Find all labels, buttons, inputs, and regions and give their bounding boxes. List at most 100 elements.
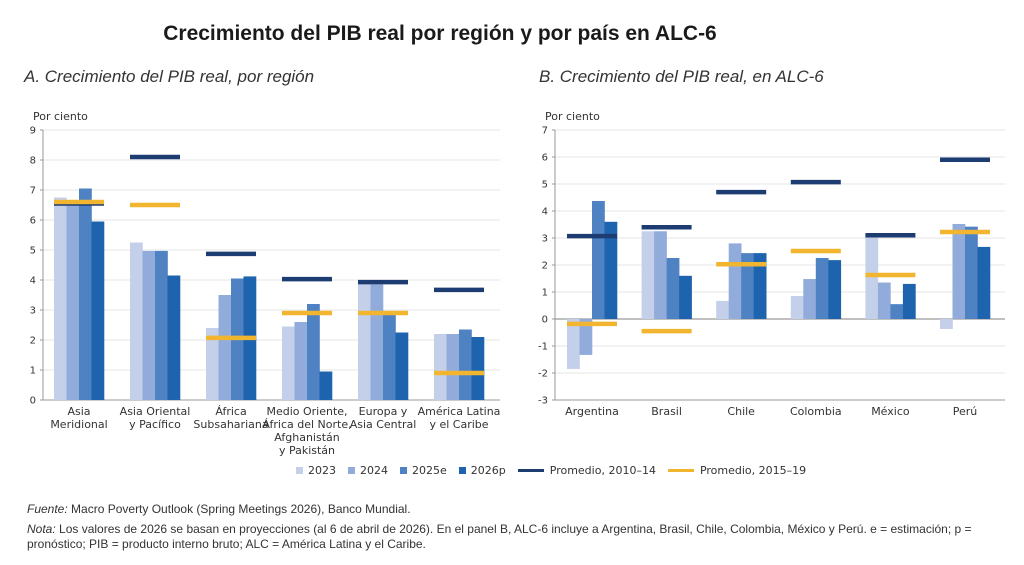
y-tick-label-b: 0: [542, 315, 548, 326]
bar-2024-a: [218, 295, 232, 400]
bar-2023-a: [282, 326, 295, 400]
legend-label: 2023: [308, 464, 336, 477]
legend-item-2026p: 2026p: [458, 464, 506, 477]
note-text: Los valores de 2026 se basan en proyecci…: [27, 522, 972, 551]
bar-2023-b: [641, 231, 655, 319]
source-text: Macro Poverty Outlook (Spring Meetings 2…: [67, 502, 411, 516]
bar-2024-a: [370, 284, 384, 400]
y-tick-label-a: 0: [30, 396, 36, 407]
y-tick-label-a: 6: [30, 216, 36, 227]
bar-2025e-b: [741, 253, 754, 319]
panel-b-title: B. Crecimiento del PIB real, en ALC-6: [539, 67, 824, 86]
bar-2024-b: [728, 243, 742, 319]
y-tick-label-b: -2: [538, 369, 548, 380]
y-axis-label-a: Por ciento: [33, 110, 88, 123]
legend: 2023 2024 2025e 2026p Promedio, 2010–14 …: [296, 464, 818, 477]
bar-2026p-a: [319, 371, 333, 400]
legend-label: 2025e: [412, 464, 447, 477]
x-tick-label-a: Asia Central: [350, 418, 417, 431]
bar-2023-a: [358, 284, 371, 400]
y-tick-label-a: 4: [30, 276, 36, 287]
x-tick-label-a: Meridional: [50, 418, 107, 431]
y-tick-label-b: 1: [542, 288, 548, 299]
bar-2025e-b: [666, 257, 680, 319]
bar-2024-b: [654, 231, 667, 319]
legend-item-2025e: 2025e: [400, 464, 447, 477]
bar-2023-a: [130, 242, 143, 400]
bar-2024-a: [66, 202, 80, 400]
y-tick-label-b: 2: [542, 261, 548, 272]
x-tick-label-a: Asia: [67, 405, 90, 418]
bar-2025e-b: [965, 226, 978, 319]
bar-2026p-a: [471, 337, 485, 400]
bar-2026p-a: [395, 332, 409, 400]
y-tick-label-b: 3: [542, 234, 548, 245]
bar-2024-a: [294, 322, 308, 400]
y-tick-label-b: 5: [542, 180, 548, 191]
bar-2025e-a: [307, 304, 320, 400]
bar-2025e-a: [383, 314, 396, 400]
bar-2023-b: [716, 300, 729, 319]
legend-item-avg-2015-19: Promedio, 2015–19: [667, 464, 807, 477]
x-tick-label-a: Europa y: [359, 405, 408, 418]
y-tick-label-a: 5: [30, 246, 36, 257]
legend-item-2023: 2023: [296, 464, 336, 477]
bar-2024-b: [877, 282, 891, 319]
x-tick-label-b: Chile: [727, 405, 755, 418]
x-tick-label-b: Argentina: [565, 405, 619, 418]
legend-line-avg-2010-14: [517, 469, 544, 472]
x-tick-label-a: Afghanistán: [274, 431, 340, 444]
y-tick-label-a: 2: [30, 336, 36, 347]
x-tick-label-b: Perú: [953, 405, 978, 418]
bar-2024-a: [446, 334, 460, 400]
bar-2023-b: [567, 319, 580, 369]
legend-swatch-2026p: [458, 467, 466, 474]
bar-2026p-b: [828, 260, 842, 319]
source-label: Fuente:: [27, 502, 68, 516]
legend-label: Promedio, 2015–19: [699, 464, 807, 477]
panel-a-title: A. Crecimiento del PIB real, por región: [24, 67, 315, 86]
legend-line-avg-2015-19: [667, 469, 694, 472]
legend-label: Promedio, 2010–14: [549, 464, 656, 477]
legend-label: 2024: [360, 464, 388, 477]
legend-label: 2026p: [470, 464, 506, 477]
bar-2024-a: [142, 250, 156, 400]
source-note: Fuente: Macro Poverty Outlook (Spring Me…: [27, 502, 411, 517]
bar-2026p-b: [977, 246, 991, 319]
y-tick-label-a: 9: [30, 126, 36, 137]
bar-2026p-b: [604, 221, 618, 319]
y-tick-label-a: 8: [30, 156, 36, 167]
y-tick-label-b: -1: [538, 342, 548, 353]
note: Nota: Los valores de 2026 se basan en pr…: [27, 522, 1017, 552]
x-tick-label-a: Asia Oriental: [120, 405, 191, 418]
bar-2026p-a: [167, 275, 181, 400]
bar-2024-b: [579, 319, 593, 355]
x-tick-label-b: Brasil: [651, 405, 682, 418]
x-tick-label-b: Colombia: [790, 405, 842, 418]
x-tick-label-a: y el Caribe: [429, 418, 488, 431]
y-tick-label-a: 3: [30, 306, 36, 317]
main-title: Crecimiento del PIB real por región y po…: [163, 22, 717, 45]
y-axis-label-b: Por ciento: [545, 110, 600, 123]
x-tick-label-a: Subsahariana: [193, 418, 268, 431]
x-tick-label-a: África: [215, 405, 246, 418]
bar-2026p-b: [902, 283, 916, 319]
bar-2026p-b: [679, 275, 692, 319]
y-tick-label-a: 1: [30, 366, 36, 377]
bar-2025e-b: [815, 257, 829, 319]
legend-swatch-2023: [296, 467, 303, 474]
y-tick-label-b: 7: [542, 126, 548, 137]
x-tick-label-a: y Pakistán: [279, 444, 335, 457]
y-tick-label-a: 7: [30, 186, 36, 197]
x-tick-label-a: y Pacífico: [129, 418, 181, 431]
y-tick-label-b: 6: [542, 153, 548, 164]
y-tick-label-b: 4: [542, 207, 548, 218]
y-tick-label-b: -3: [538, 396, 548, 407]
legend-item-2024: 2024: [348, 464, 388, 477]
bar-2023-a: [206, 328, 219, 400]
x-tick-label-a: Medio Oriente,: [266, 405, 347, 418]
bar-2025e-a: [459, 329, 472, 400]
legend-swatch-2025e: [400, 467, 407, 474]
bar-2025e-b: [890, 304, 904, 319]
